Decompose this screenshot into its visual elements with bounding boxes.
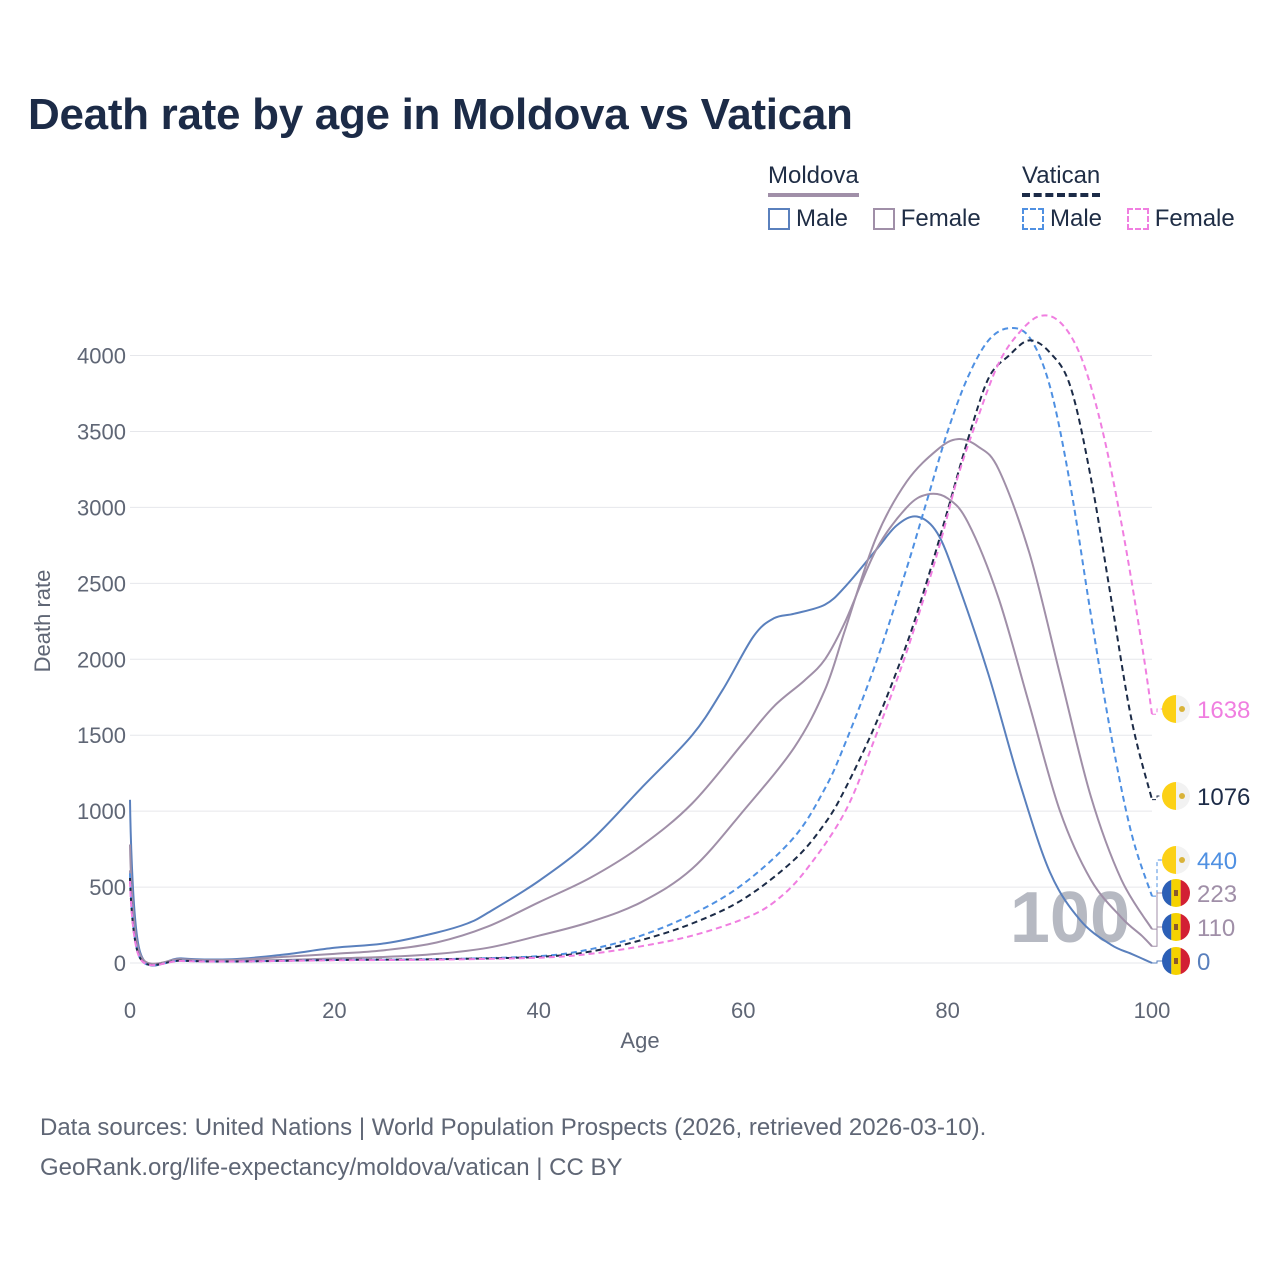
x-tick-label: 100: [1134, 998, 1171, 1023]
series-lines: [129, 314, 1153, 967]
end-label-value: 1076: [1197, 784, 1250, 811]
y-tick-label: 4000: [77, 344, 126, 369]
end-label-leader: [1152, 795, 1164, 801]
y-tick-label: 2500: [77, 571, 126, 596]
y-tick-label: 3500: [77, 419, 126, 444]
legend-swatch-icon: [768, 208, 790, 230]
y-tick-label: 1500: [77, 723, 126, 748]
y-tick-label: 1000: [77, 799, 126, 824]
x-tick-label: 80: [935, 998, 959, 1023]
legend-item-moldova-male[interactable]: Male: [768, 205, 848, 233]
series-line-1: [129, 492, 1153, 966]
y-axis-label: Death rate: [30, 570, 55, 673]
legend-label: Male: [796, 205, 849, 232]
series-line-2: [129, 438, 1153, 965]
source-link[interactable]: GeoRank.org/life-expectancy/moldova/vati…: [40, 1154, 623, 1181]
legend-group-title: Vatican: [1022, 162, 1101, 197]
x-tick-label: 60: [731, 998, 755, 1023]
series-line-5: [129, 314, 1153, 967]
y-tick-label: 500: [89, 875, 126, 900]
end-labels: 1638 1076 440 223 110 0: [1152, 695, 1250, 976]
x-tick-label: 40: [527, 998, 551, 1023]
end-label-value: 223: [1197, 881, 1237, 908]
end-label-value: 110: [1197, 915, 1235, 942]
x-tick-label: 20: [322, 998, 346, 1023]
legend-item-moldova-female[interactable]: Female: [872, 205, 981, 233]
end-label-leader: [1152, 859, 1164, 897]
grid-lines: [130, 355, 1152, 964]
vatican-flag-icon: [1162, 695, 1190, 723]
x-axis-ticks: 0 20 40 60 80 100: [124, 998, 1170, 1023]
legend-label: Female: [1154, 205, 1235, 232]
legend-swatch-icon: [1126, 208, 1149, 230]
end-label-leader: [1152, 960, 1164, 964]
y-axis-ticks: 0 500 1000 1500 2000 2500 3000 3500 4000: [77, 344, 126, 976]
legend-group-title: Moldova: [768, 162, 859, 197]
chart-title: Death rate by age in Moldova vs Vatican: [28, 90, 853, 139]
end-label-value: 0: [1197, 949, 1210, 976]
legend-label: Male: [1050, 205, 1103, 232]
source-note: Data sources: United Nations | World Pop…: [40, 1108, 986, 1188]
legend-item-vatican-female[interactable]: Female: [1126, 205, 1235, 233]
y-tick-label: 2000: [77, 647, 126, 672]
moldova-flag-icon: [1162, 913, 1190, 941]
legend-swatch-icon: [872, 208, 895, 230]
legend-label: Female: [900, 205, 981, 232]
end-label-leader: [1152, 708, 1164, 715]
moldova-flag-icon: [1162, 947, 1190, 975]
legend-swatch-icon: [1022, 208, 1044, 230]
x-tick-label: 0: [124, 998, 136, 1023]
moldova-flag-icon: [1162, 879, 1190, 907]
end-label-leader: [1152, 926, 1164, 947]
series-line-3: [129, 327, 1153, 967]
end-label-value: 440: [1197, 848, 1237, 875]
source-line: Data sources: United Nations | World Pop…: [40, 1114, 987, 1141]
vatican-flag-icon: [1162, 782, 1190, 810]
end-label-leader: [1152, 892, 1164, 930]
vatican-flag-icon: [1162, 846, 1190, 874]
legend-item-vatican-male[interactable]: Male: [1022, 205, 1102, 233]
legend-group-vatican: Vatican Male Female: [1022, 162, 1253, 237]
y-tick-label: 0: [114, 951, 126, 976]
y-tick-label: 3000: [77, 495, 126, 520]
series-line-4: [129, 339, 1153, 967]
legend-group-moldova: Moldova Male Female: [768, 162, 999, 237]
series-line-0: [129, 515, 1153, 967]
x-axis-label: Age: [620, 1028, 659, 1053]
end-label-value: 1638: [1197, 697, 1250, 724]
